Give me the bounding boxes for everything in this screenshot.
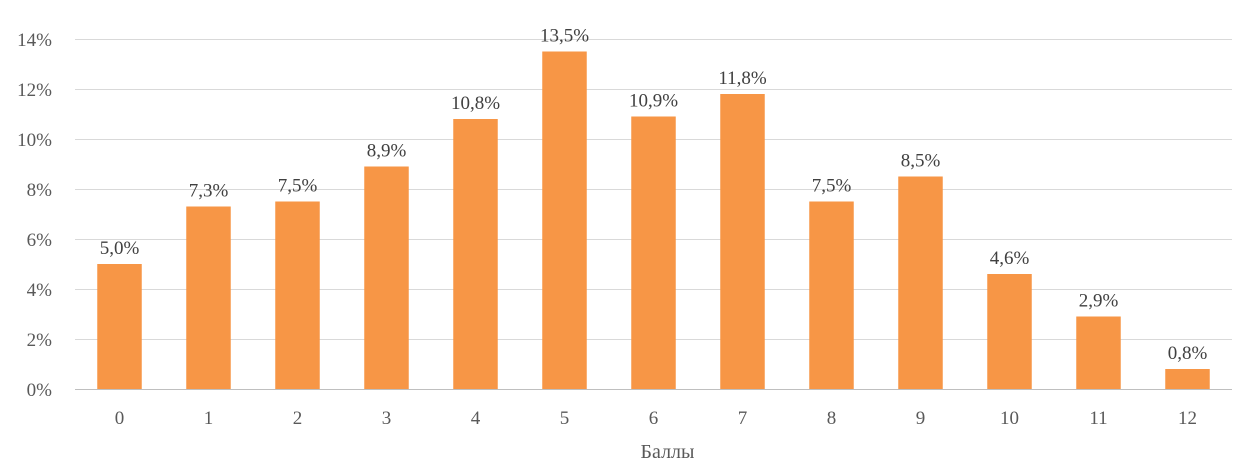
x-tick-label-6: 6 <box>649 408 659 429</box>
bar-9 <box>898 176 943 389</box>
bar-3 <box>364 166 409 389</box>
y-tick-label: 4% <box>27 280 53 301</box>
y-tick-label: 8% <box>27 180 53 201</box>
data-labels: 5,0% 7,3% 7,5% 8,9% 10,8% 13,5% 10,9% 11,8% 7,5%… <box>100 26 1208 365</box>
data-label-1: 7,3% <box>189 181 229 202</box>
y-tick-label: 6% <box>27 230 53 251</box>
x-tick-label-2: 2 <box>293 408 303 429</box>
x-tick-label-0: 0 <box>115 408 125 429</box>
x-tick-label-5: 5 <box>560 408 570 429</box>
data-label-10: 4,6% <box>990 248 1030 269</box>
bar-7 <box>720 94 765 389</box>
y-tick-label: 0% <box>27 380 53 401</box>
data-label-11: 2,9% <box>1079 291 1119 312</box>
x-axis-ticks: 0 1 2 3 4 5 6 7 8 9 10 11 12 <box>115 408 1197 429</box>
x-tick-label-8: 8 <box>827 408 837 429</box>
x-tick-label-11: 11 <box>1089 408 1107 429</box>
x-tick-label-3: 3 <box>382 408 392 429</box>
bar-1 <box>186 206 231 389</box>
bar-5 <box>542 51 587 389</box>
data-label-8: 7,5% <box>812 176 852 197</box>
data-label-9: 8,5% <box>901 151 941 172</box>
x-tick-label-7: 7 <box>738 408 748 429</box>
data-label-12: 0,8% <box>1168 343 1208 364</box>
bar-6 <box>631 116 676 389</box>
x-tick-label-12: 12 <box>1178 408 1197 429</box>
data-label-5: 13,5% <box>540 26 589 47</box>
bar-8 <box>809 201 854 389</box>
bar-0 <box>97 264 142 389</box>
y-tick-label: 2% <box>27 330 53 351</box>
data-label-0: 5,0% <box>100 238 140 259</box>
bars <box>97 51 1210 389</box>
data-label-7: 11,8% <box>718 68 767 89</box>
data-label-4: 10,8% <box>451 93 500 114</box>
data-label-3: 8,9% <box>367 141 407 162</box>
x-tick-label-1: 1 <box>204 408 214 429</box>
data-label-2: 7,5% <box>278 176 318 197</box>
y-tick-label: 14% <box>17 30 52 51</box>
bar-11 <box>1076 316 1121 389</box>
y-tick-label: 12% <box>17 80 52 101</box>
y-axis-ticks: 0% 2% 4% 6% 8% 10% 12% 14% <box>17 30 52 401</box>
x-tick-label-4: 4 <box>471 408 481 429</box>
bar-10 <box>987 274 1032 389</box>
x-tick-label-10: 10 <box>1000 408 1019 429</box>
bar-2 <box>275 201 320 389</box>
bar-12 <box>1165 369 1210 389</box>
bar-4 <box>453 119 498 389</box>
y-tick-label: 10% <box>17 130 52 151</box>
data-label-6: 10,9% <box>629 91 678 112</box>
x-tick-label-9: 9 <box>916 408 926 429</box>
x-axis-title: Баллы <box>641 441 695 463</box>
